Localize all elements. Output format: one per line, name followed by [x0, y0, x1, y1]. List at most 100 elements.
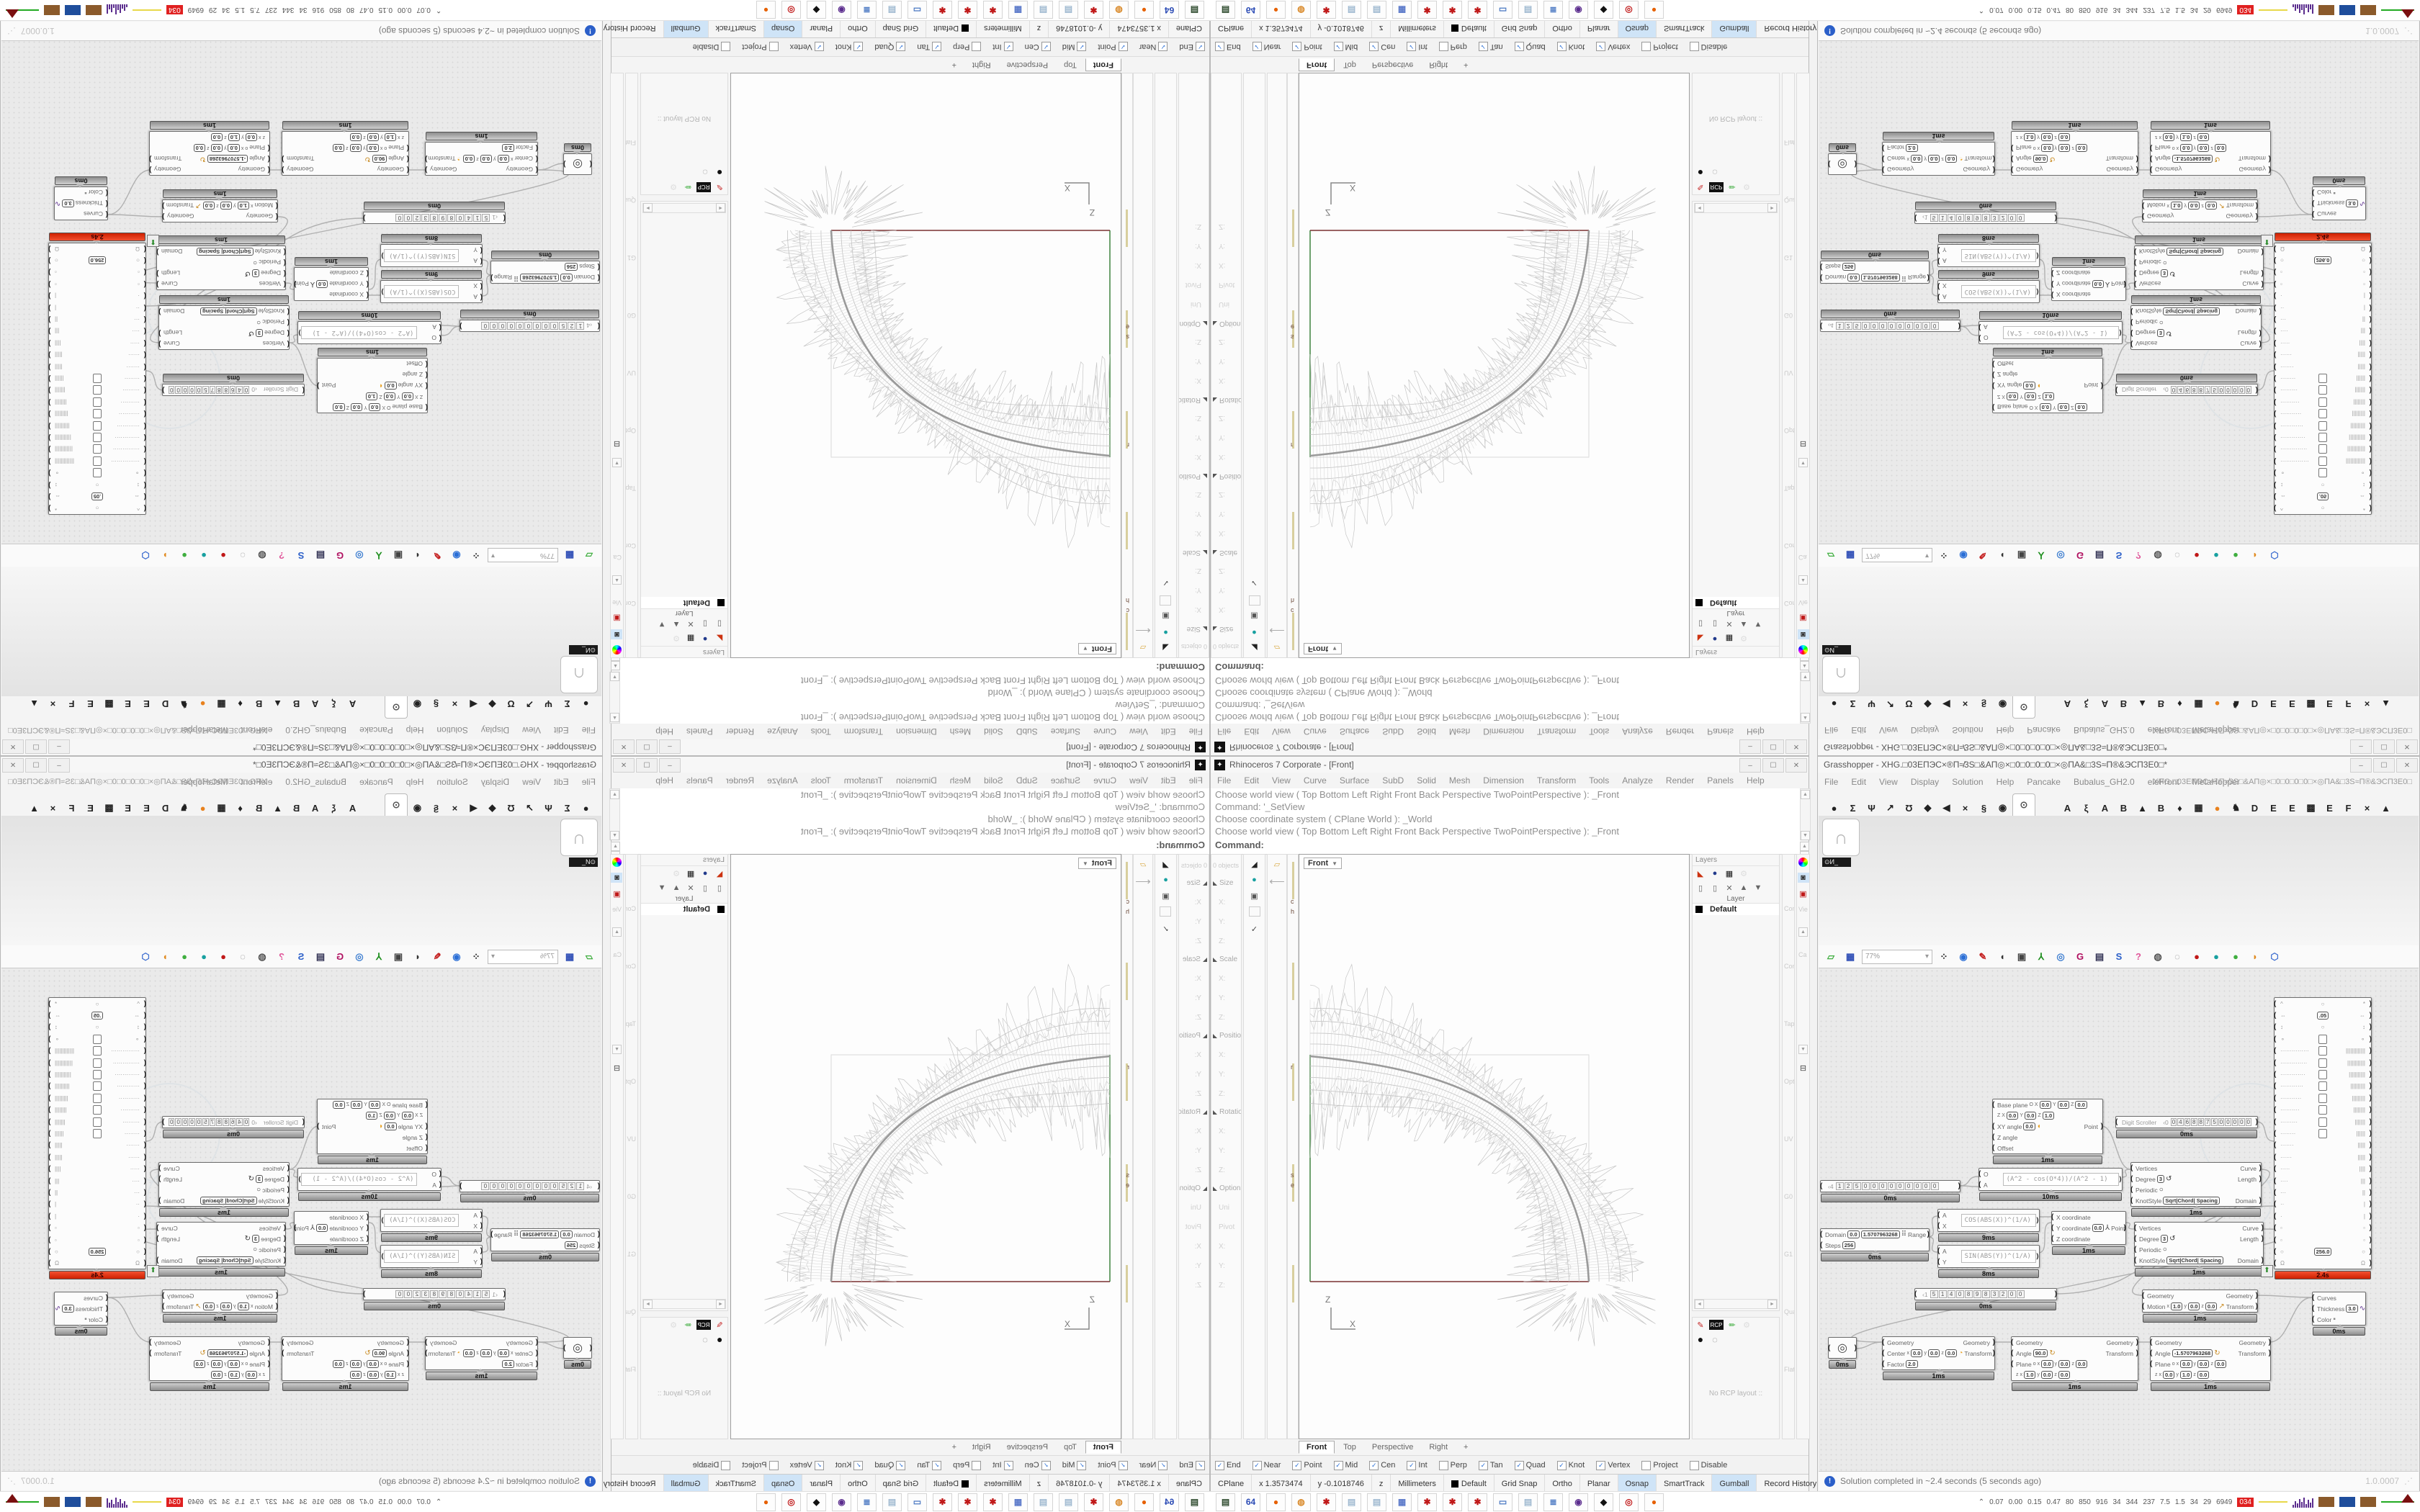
viewport-tab-right[interactable]: Right: [1429, 60, 1448, 69]
menu-item-dimension[interactable]: Dimension: [1483, 775, 1524, 786]
jump-arrow-icon[interactable]: ⬆: [2261, 1265, 2273, 1277]
close-button[interactable]: ✕: [2396, 739, 2418, 754]
sketch-pen-icon[interactable]: ✎: [433, 550, 442, 562]
megaphone-icon[interactable]: ◖: [415, 951, 421, 962]
taskbar-app-red-gear-4[interactable]: ✱: [933, 1, 952, 19]
taskbar-app-floppy-64[interactable]: 64: [1160, 1, 1179, 19]
status-smarttrack[interactable]: SmartTrack: [1657, 1475, 1713, 1493]
gh-plugin-tab[interactable]: ▲: [2381, 802, 2390, 814]
menu-item-analyze[interactable]: Analyze: [1622, 726, 1653, 737]
menu-item-mesh[interactable]: Mesh: [1448, 775, 1471, 786]
layers-panel[interactable]: Layers ◣ ● ▦ ⚙ ▯ ▯ ✕ ▲ ▼ Layer Default ◄ ►: [640, 854, 728, 1311]
menu-item-solution[interactable]: Solution: [436, 777, 468, 787]
status-osnap[interactable]: Osnap: [763, 19, 802, 37]
gh-node-slider-bank[interactable]: ^○*⇔.05⇔↕○↕⚬⚬···············||||||||||||…: [2274, 233, 2372, 515]
jump-arrow-icon[interactable]: ⬆: [147, 235, 159, 247]
menu-item-pancake[interactable]: Pancake: [359, 725, 393, 735]
gif-export-icon[interactable]: ◎: [2056, 550, 2065, 562]
maximize-button[interactable]: ☐: [636, 758, 658, 773]
gh-plugin-tab[interactable]: E: [2326, 698, 2333, 710]
menu-item-tools[interactable]: Tools: [810, 726, 831, 737]
osnap-cen[interactable]: ✓ Cen: [1365, 1460, 1399, 1470]
menu-item-help[interactable]: Help: [1996, 725, 2015, 735]
zoom-extents-icon[interactable]: ⁘: [472, 550, 480, 562]
status-z[interactable]: z: [1372, 1475, 1392, 1493]
status-planar[interactable]: Planar: [802, 1475, 841, 1493]
gif-export-icon[interactable]: ◎: [2056, 950, 2065, 962]
menu-item-view[interactable]: View: [1879, 725, 1898, 735]
status-x[interactable]: x 1.3573474: [1252, 1475, 1311, 1493]
pen-tab-icon[interactable]: ✎: [716, 182, 723, 192]
gh-plugin-tab[interactable]: D: [161, 698, 169, 710]
gh-category-tab[interactable]: ◀: [1942, 699, 1950, 710]
gh-node-interpolate-2[interactable]: VerticesCurveDegree3↺LengthPeriodic○Knot…: [2134, 1222, 2264, 1277]
rhino-titlebar[interactable]: ✦ Rhinoceros 7 Corporate - [Front] – ☐ ✕: [1211, 757, 1809, 773]
rcp-tab[interactable]: RCP: [1709, 1320, 1724, 1330]
gh-plugin-tab[interactable]: E: [125, 802, 131, 814]
taskbar-app-firefox-2[interactable]: ●: [1644, 1, 1664, 19]
menu-item-edit[interactable]: Edit: [1851, 725, 1867, 735]
menu-item-view[interactable]: View: [1272, 775, 1291, 786]
menu-item-solution[interactable]: Solution: [1952, 777, 1984, 787]
osnap-near[interactable]: ✓ Near: [1135, 42, 1173, 52]
taskbar-app-notepad-2[interactable]: ▤: [1034, 1, 1053, 19]
gear-icon[interactable]: ⚙: [1740, 634, 1747, 643]
zoom-level-combo[interactable]: 77% ▾: [1862, 548, 1932, 563]
status-record[interactable]: Record History: [595, 19, 663, 37]
gh-node-scale[interactable]: GeometryGeometryCenterx0.0y0.0z0.0◔Trans…: [425, 132, 538, 176]
layers-hscrollbar[interactable]: ◄ ►: [1694, 1299, 1778, 1309]
axes-icon[interactable]: ⅄: [376, 950, 382, 962]
gh-plugin-tab[interactable]: ▲: [30, 802, 39, 814]
rhino-titlebar[interactable]: ✦ Rhinoceros 7 Corporate - [Front] – ☐ ✕: [611, 739, 1209, 755]
osnap-mid[interactable]: ✓ Mid: [1058, 42, 1091, 52]
mask-sphere-icon[interactable]: ◍: [2154, 950, 2162, 962]
gh-node-expression-2[interactable]: AXCOS(ABS(X))^(1/A)9ms: [1937, 270, 2040, 303]
layer-button[interactable]: ▲: [1739, 620, 1748, 629]
osnap-vertex[interactable]: ✓ Vertex: [786, 42, 828, 52]
axes-icon[interactable]: ⅄: [2038, 950, 2044, 962]
taskbar-app-calculator[interactable]: ▦: [1392, 1, 1412, 19]
layer-button[interactable]: ✕: [687, 883, 694, 893]
gh-node-interpolate-1[interactable]: VerticesCurveDegree3↺LengthPeriodic○Knot…: [158, 1162, 290, 1217]
dock-icon-strip[interactable]: ◙ ▣ Vie ▲ Ca ▼ ⊟: [610, 854, 624, 1439]
taskbar-app-media-owl[interactable]: ◉: [1569, 1493, 1588, 1511]
gh-node-digit-scroller-2[interactable]: ‹41250000000000ms: [1820, 1180, 1960, 1202]
viewport-title-dropdown[interactable]: Front ▼: [1077, 858, 1116, 869]
preview-eye-icon[interactable]: ◉: [452, 550, 461, 562]
taskbar-app-floppy-64[interactable]: 64: [1241, 1, 1260, 19]
status-osnap[interactable]: Osnap: [763, 1475, 802, 1493]
blue-hex-icon[interactable]: ⬡: [141, 550, 150, 562]
minimize-button[interactable]: –: [1739, 758, 1761, 773]
layers-panel[interactable]: Layers ◣ ● ▦ ⚙ ▯ ▯ ✕ ▲ ▼ Layer Default ◄ ►: [1692, 201, 1780, 658]
menu-item-pancake[interactable]: Pancake: [359, 777, 393, 787]
menu-item-bubalus_gh2.0[interactable]: Bubalus_GH2.0: [2073, 725, 2135, 735]
gh-node-expression-3[interactable]: AYSIN(ABS(Y))^(1/A)8ms: [1937, 234, 2040, 267]
cylinder-icon[interactable]: ◌: [702, 1333, 708, 1345]
status-y[interactable]: y -0.1018746: [1048, 19, 1110, 37]
gh-node-expression-2[interactable]: AXCOS(ABS(X))^(1/A)9ms: [380, 270, 483, 303]
gh-category-tab[interactable]: Ψ: [1868, 802, 1876, 814]
osnap-point[interactable]: ✓ Point: [1094, 1460, 1132, 1470]
gh-node-rotate-1[interactable]: GeometryGeometryAngle90.0↻TransformPlane…: [282, 1336, 409, 1391]
gh-category-tab[interactable]: Ψ: [544, 802, 552, 814]
jump-arrow-icon[interactable]: ⬆: [147, 1265, 159, 1277]
menu-item-surface[interactable]: Surface: [1339, 726, 1370, 737]
minimize-button[interactable]: –: [1739, 739, 1761, 754]
gh-node-custom-preview[interactable]: CurvesThickness3.0∿Color▪0ms: [54, 1292, 108, 1336]
gh-category-tab[interactable]: §: [433, 698, 439, 710]
taskbar-app-blender[interactable]: ◍: [1109, 1493, 1129, 1511]
rcp-panel[interactable]: ✎ RCP ✏ ⚙ ● ◌ No RCP layout ::: [640, 1317, 728, 1439]
browser-icon[interactable]: ▤: [315, 550, 326, 562]
gh-node-rotate-2[interactable]: GeometryGeometryAngle-1.5707963268↻Trans…: [149, 121, 270, 176]
layer-checker-icon[interactable]: ▦: [1725, 634, 1734, 643]
close-button[interactable]: ✕: [1785, 758, 1807, 773]
viewport-tab-right[interactable]: Right: [972, 1443, 991, 1452]
gh-titlebar[interactable]: Grasshopper - XHG.□03ЕПЭС×®П≉3Ѕ□&АП◎×□0□…: [1, 739, 602, 755]
gh-category-tab[interactable]: ×: [452, 698, 458, 710]
layer-button[interactable]: ▯: [1698, 619, 1703, 629]
layers-hscrollbar[interactable]: ◄ ►: [642, 1299, 726, 1309]
add-viewport-tab[interactable]: +: [1464, 60, 1469, 69]
taskbar-app-red-badge[interactable]: ◎: [781, 1493, 801, 1511]
